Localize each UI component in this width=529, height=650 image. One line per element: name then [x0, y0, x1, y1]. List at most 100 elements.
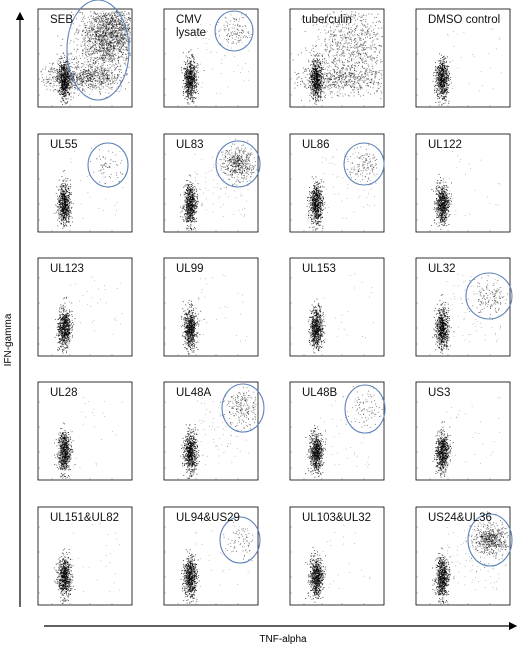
panel-ul103-ul32: UL103&UL32: [289, 506, 385, 606]
panel-ticks: [290, 526, 365, 605]
panel-frame: [37, 381, 133, 481]
panel-events: [432, 511, 509, 604]
panel-label: UL151&UL82: [50, 512, 119, 524]
panel-frame: [415, 133, 511, 233]
panel-events: [180, 386, 257, 479]
panel-label: DMSO control: [428, 14, 500, 26]
panel-frame: [415, 257, 511, 357]
panel-events: [40, 11, 131, 105]
panel-frame: [163, 8, 259, 108]
gate-ellipse: [344, 384, 386, 434]
panel-ticks: [38, 277, 113, 356]
panel-ticks: [164, 526, 239, 605]
panel-frame: [289, 506, 385, 606]
panel-label: UL32: [428, 263, 456, 275]
panel-ul32: UL32: [415, 257, 513, 357]
panel-ticks: [290, 277, 365, 356]
panel-label: US3: [428, 387, 450, 399]
panel-ul48a: UL48A: [163, 381, 265, 481]
panel-events: [54, 397, 123, 479]
y-axis-label: IFN-gamma: [3, 313, 14, 366]
panel-events: [180, 138, 257, 231]
panel-label: UL123: [50, 263, 84, 275]
panel-ticks: [164, 153, 239, 232]
panel-ul28: UL28: [37, 381, 133, 481]
panel-events: [305, 386, 383, 478]
panel-cmv-lysate: CMV lysate: [163, 8, 259, 108]
panel-events: [305, 525, 371, 603]
panel-frame: [163, 257, 259, 357]
panel-ticks: [38, 526, 113, 605]
gate-ellipse: [343, 142, 385, 186]
panel-frame: [289, 8, 385, 108]
panel-ticks: [38, 401, 113, 480]
panel-us3: US3: [415, 381, 511, 481]
panel-frame: [415, 8, 511, 108]
gate-ellipse: [219, 516, 261, 564]
gate-ellipse: [215, 140, 261, 188]
panel-ticks: [416, 277, 491, 356]
panel-ul86: UL86: [289, 133, 385, 233]
panel-ul94-us29: UL94&US29: [163, 506, 261, 606]
panel-events: [181, 13, 253, 105]
panel-frame: [289, 381, 385, 481]
gate-ellipse: [214, 10, 254, 52]
panel-label: UL48B: [302, 387, 337, 399]
panel-ul55: UL55: [37, 133, 133, 233]
panel-events: [292, 11, 383, 105]
panel-events: [54, 276, 123, 354]
panel-label: tuberculin: [302, 14, 352, 26]
panel-ul83: UL83: [163, 133, 261, 233]
panel-ul99: UL99: [163, 257, 259, 357]
panel-ticks: [164, 28, 239, 107]
panel-events: [432, 28, 502, 106]
panel-ticks: [290, 28, 365, 107]
panel-ticks: [416, 401, 491, 480]
panel-frame: [415, 381, 511, 481]
panel-tuberculin: tuberculin: [289, 8, 385, 108]
panel-label: UL48A: [176, 387, 211, 399]
panel-label: UL122: [428, 139, 462, 151]
panel-dmso-control: DMSO control: [415, 8, 511, 108]
panel-events: [306, 144, 378, 231]
panel-ul153: UL153: [289, 257, 385, 357]
panel-ticks: [290, 401, 365, 480]
panel-label: UL55: [50, 139, 78, 151]
panel-frame: [37, 257, 133, 357]
gate-ellipse: [467, 513, 513, 567]
panel-ul122: UL122: [415, 133, 511, 233]
gate-ellipse: [87, 142, 129, 188]
panel-label: UL103&UL32: [302, 512, 371, 524]
panel-label: UL86: [302, 139, 330, 151]
panel-events: [181, 274, 248, 355]
panel-frame: [163, 506, 259, 606]
panel-ticks: [164, 277, 239, 356]
panel-events: [54, 523, 121, 604]
panel-label: US24&UL36: [428, 512, 492, 524]
panel-ticks: [416, 28, 491, 107]
panel-ticks: [164, 401, 239, 480]
panel-frame: [289, 257, 385, 357]
panel-label: CMV lysate: [176, 14, 206, 39]
panel-ul123: UL123: [37, 257, 133, 357]
panel-ticks: [416, 526, 491, 605]
panel-label: UL83: [176, 139, 204, 151]
panel-frame: [289, 133, 385, 233]
panel-label: UL94&US29: [176, 512, 240, 524]
panel-events: [180, 521, 254, 604]
panel-label: SEB: [50, 14, 73, 26]
panel-events: [432, 273, 508, 354]
panel-events: [54, 147, 124, 229]
panel-seb: SEB: [37, 0, 133, 108]
panel-frame: [37, 133, 133, 233]
panel-label: UL153: [302, 263, 336, 275]
panel-ticks: [416, 153, 491, 232]
panel-events: [431, 151, 501, 230]
gate-ellipse: [66, 0, 130, 101]
panel-ul151-ul82: UL151&UL82: [37, 506, 133, 606]
panel-ticks: [290, 153, 365, 232]
panel-label: UL99: [176, 263, 204, 275]
panel-frame: [163, 133, 259, 233]
gate-ellipse: [465, 272, 513, 320]
